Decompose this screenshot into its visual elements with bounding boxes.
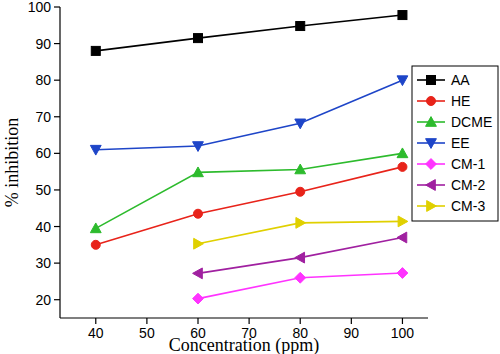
legend-label: AA xyxy=(451,72,470,88)
point xyxy=(193,167,204,177)
series-line xyxy=(198,273,402,299)
y-tick-label: 40 xyxy=(35,219,51,235)
legend-marker xyxy=(426,139,437,149)
legend-label: CM-2 xyxy=(451,177,485,193)
x-tick xyxy=(95,318,96,324)
legend-marker xyxy=(427,97,436,106)
point xyxy=(194,238,204,249)
legend-label: CM-1 xyxy=(451,156,485,172)
x-tick-label: 50 xyxy=(139,325,155,341)
point xyxy=(193,293,204,304)
point xyxy=(398,11,407,20)
point xyxy=(90,223,101,233)
y-tick-label: 100 xyxy=(28,0,52,15)
y-tick xyxy=(54,80,60,81)
y-tick xyxy=(54,189,60,190)
x-tick xyxy=(402,318,403,324)
point xyxy=(193,268,203,279)
x-axis xyxy=(60,317,428,318)
x-tick-label: 90 xyxy=(344,325,360,341)
legend-label: CM-3 xyxy=(451,198,485,214)
legend-marker xyxy=(426,117,437,127)
y-tick-label: 50 xyxy=(35,182,51,198)
y-tick-label: 70 xyxy=(35,109,51,125)
y-tick-label: 90 xyxy=(35,36,51,52)
point xyxy=(397,148,408,158)
x-tick xyxy=(300,318,301,324)
y-tick xyxy=(54,116,60,117)
x-tick xyxy=(249,318,250,324)
y-axis-title: % inhibition xyxy=(2,118,22,208)
y-tick-label: 30 xyxy=(35,255,51,271)
x-axis-title: Concentration (ppm) xyxy=(169,335,319,354)
plot-data xyxy=(90,11,407,304)
point xyxy=(296,217,306,228)
legend: AA HE DCME EE CM-1 CM-2 CM-3 xyxy=(412,66,498,221)
x-tick xyxy=(351,318,352,324)
series-line xyxy=(96,15,403,51)
y-tick xyxy=(54,226,60,227)
legend-box xyxy=(412,66,498,221)
point xyxy=(295,272,306,283)
y-tick-label: 20 xyxy=(35,292,51,308)
y-tick-label: 60 xyxy=(35,145,51,161)
legend-marker xyxy=(426,180,436,191)
y-tick xyxy=(54,299,60,300)
series-line xyxy=(96,80,403,150)
y-tick xyxy=(54,263,60,264)
point xyxy=(90,145,101,155)
x-tick-label: 40 xyxy=(88,325,104,341)
legend-marker xyxy=(426,159,437,170)
y-tick xyxy=(54,43,60,44)
series-line xyxy=(96,167,403,245)
x-tick xyxy=(146,318,147,324)
point xyxy=(194,34,203,43)
legend-label: EE xyxy=(451,135,470,151)
y-tick-label: 80 xyxy=(35,72,51,88)
x-tick-label: 100 xyxy=(391,325,415,341)
y-axis xyxy=(59,7,60,318)
point xyxy=(295,164,306,174)
series-line xyxy=(96,153,403,228)
legend-label: HE xyxy=(451,93,470,109)
point xyxy=(398,216,408,227)
chart: 2030405060708090100405060708090100Concen… xyxy=(0,0,500,354)
point xyxy=(296,22,305,31)
series-line xyxy=(198,238,402,274)
point xyxy=(194,209,203,218)
point xyxy=(91,240,100,249)
point xyxy=(398,162,407,171)
legend-label: DCME xyxy=(451,114,492,130)
point xyxy=(397,268,408,279)
point xyxy=(295,252,305,263)
point xyxy=(397,76,408,86)
legend-marker xyxy=(427,76,436,85)
point xyxy=(397,232,407,243)
x-tick xyxy=(197,318,198,324)
point xyxy=(91,46,100,55)
point xyxy=(296,187,305,196)
legend-marker xyxy=(427,201,437,212)
point xyxy=(193,142,204,152)
point xyxy=(295,119,306,129)
y-tick xyxy=(54,153,60,154)
y-tick xyxy=(54,6,60,7)
